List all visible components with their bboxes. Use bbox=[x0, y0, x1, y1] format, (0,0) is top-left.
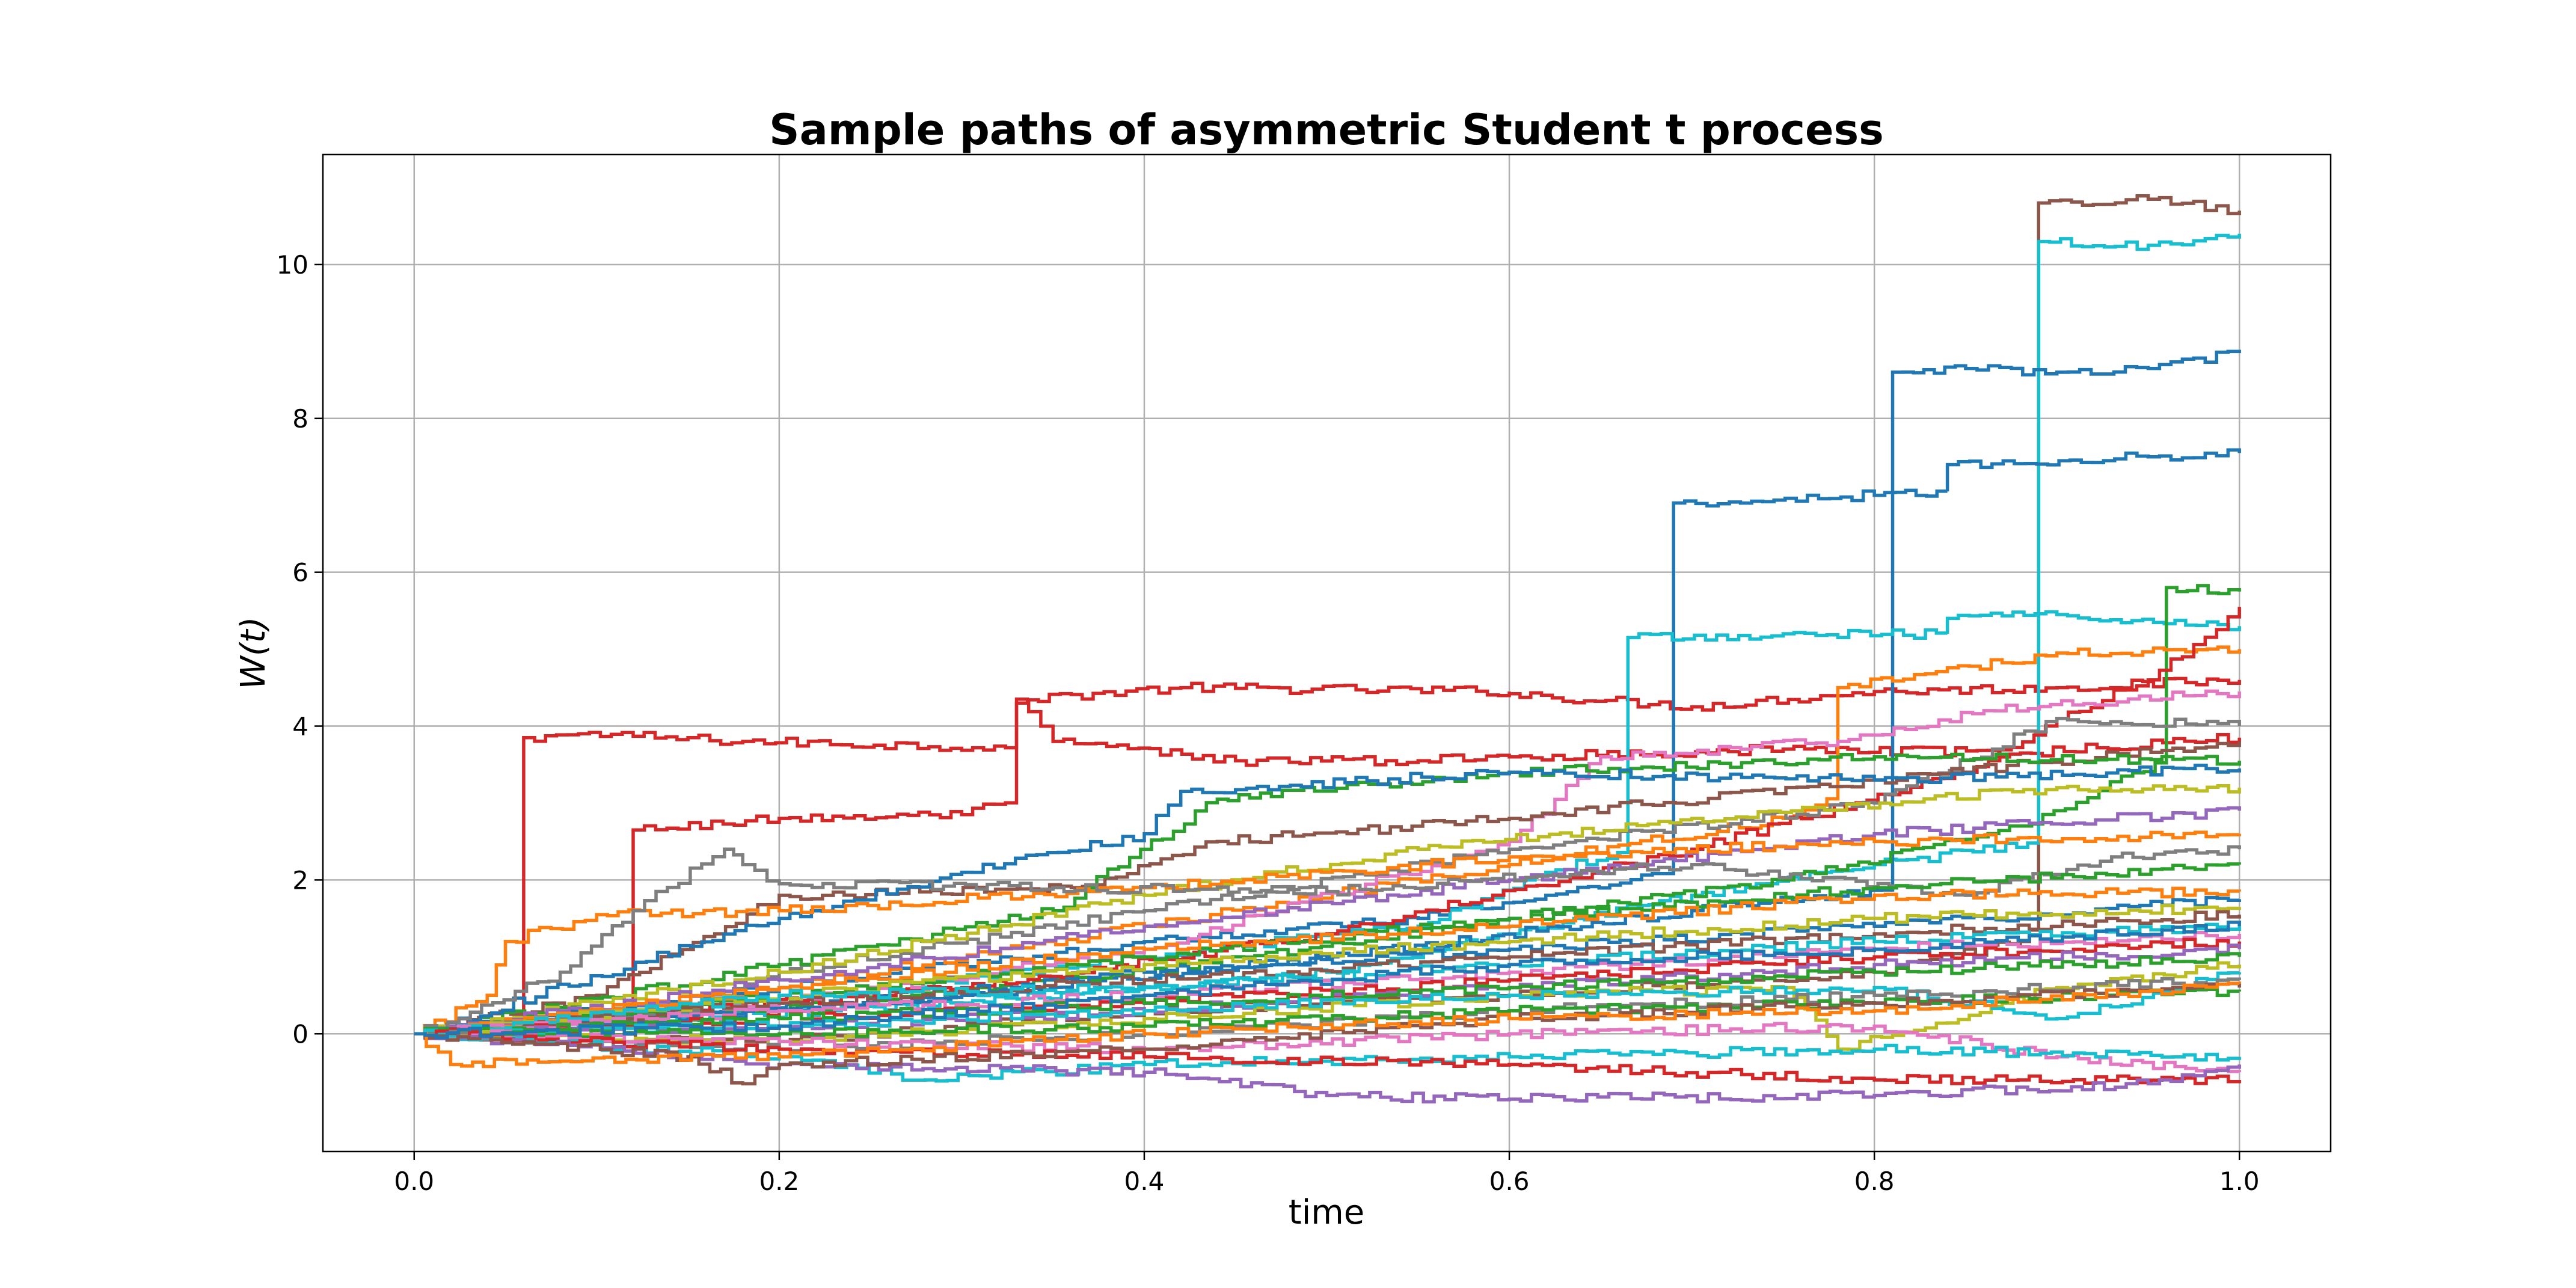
x-axis-label: time bbox=[1289, 1193, 1365, 1232]
x-tick-label: 0.8 bbox=[1854, 1167, 1895, 1196]
series-path bbox=[414, 886, 2241, 1039]
y-tick-label: 10 bbox=[277, 250, 308, 280]
ticks: 0.0 0.2 0.4 0.6 0.8 1.0 0 2 4 6 8 10 bbox=[277, 250, 2260, 1196]
series-path bbox=[414, 676, 2241, 1037]
series-path bbox=[414, 1031, 2241, 1104]
plot-frame bbox=[322, 153, 2332, 1153]
y-axis-label: W(t) bbox=[234, 616, 273, 689]
series-path bbox=[414, 981, 2241, 1086]
y-tick-label: 8 bbox=[292, 404, 308, 434]
series-path bbox=[414, 764, 2241, 1036]
series-path bbox=[414, 784, 2241, 1036]
series-path bbox=[414, 895, 2241, 1039]
series-path bbox=[414, 1029, 2241, 1085]
series-path bbox=[414, 981, 2241, 1069]
series-path bbox=[414, 701, 2241, 1037]
x-tick-label: 0.6 bbox=[1489, 1167, 1530, 1196]
series-path bbox=[414, 920, 2241, 1040]
series-path bbox=[414, 952, 2241, 1037]
chart-title: Sample paths of asymmetric Student t pro… bbox=[769, 105, 1884, 155]
series-path bbox=[414, 910, 2241, 1037]
x-tick-label: 0.0 bbox=[394, 1167, 434, 1196]
x-tick-label: 0.2 bbox=[759, 1167, 799, 1196]
plot-area bbox=[414, 194, 2241, 1104]
series-path bbox=[414, 752, 2241, 1036]
y-tick-label: 2 bbox=[292, 865, 308, 895]
series-path bbox=[414, 806, 2241, 1036]
x-tick-label: 0.4 bbox=[1124, 1167, 1165, 1196]
y-tick-label: 4 bbox=[292, 712, 308, 741]
x-tick-label: 1.0 bbox=[2219, 1167, 2260, 1196]
y-tick-label: 6 bbox=[292, 558, 308, 587]
series-path bbox=[414, 1022, 2241, 1073]
series-path bbox=[414, 830, 2241, 1036]
y-tick-label: 0 bbox=[292, 1019, 308, 1049]
series-path bbox=[414, 741, 2241, 1036]
